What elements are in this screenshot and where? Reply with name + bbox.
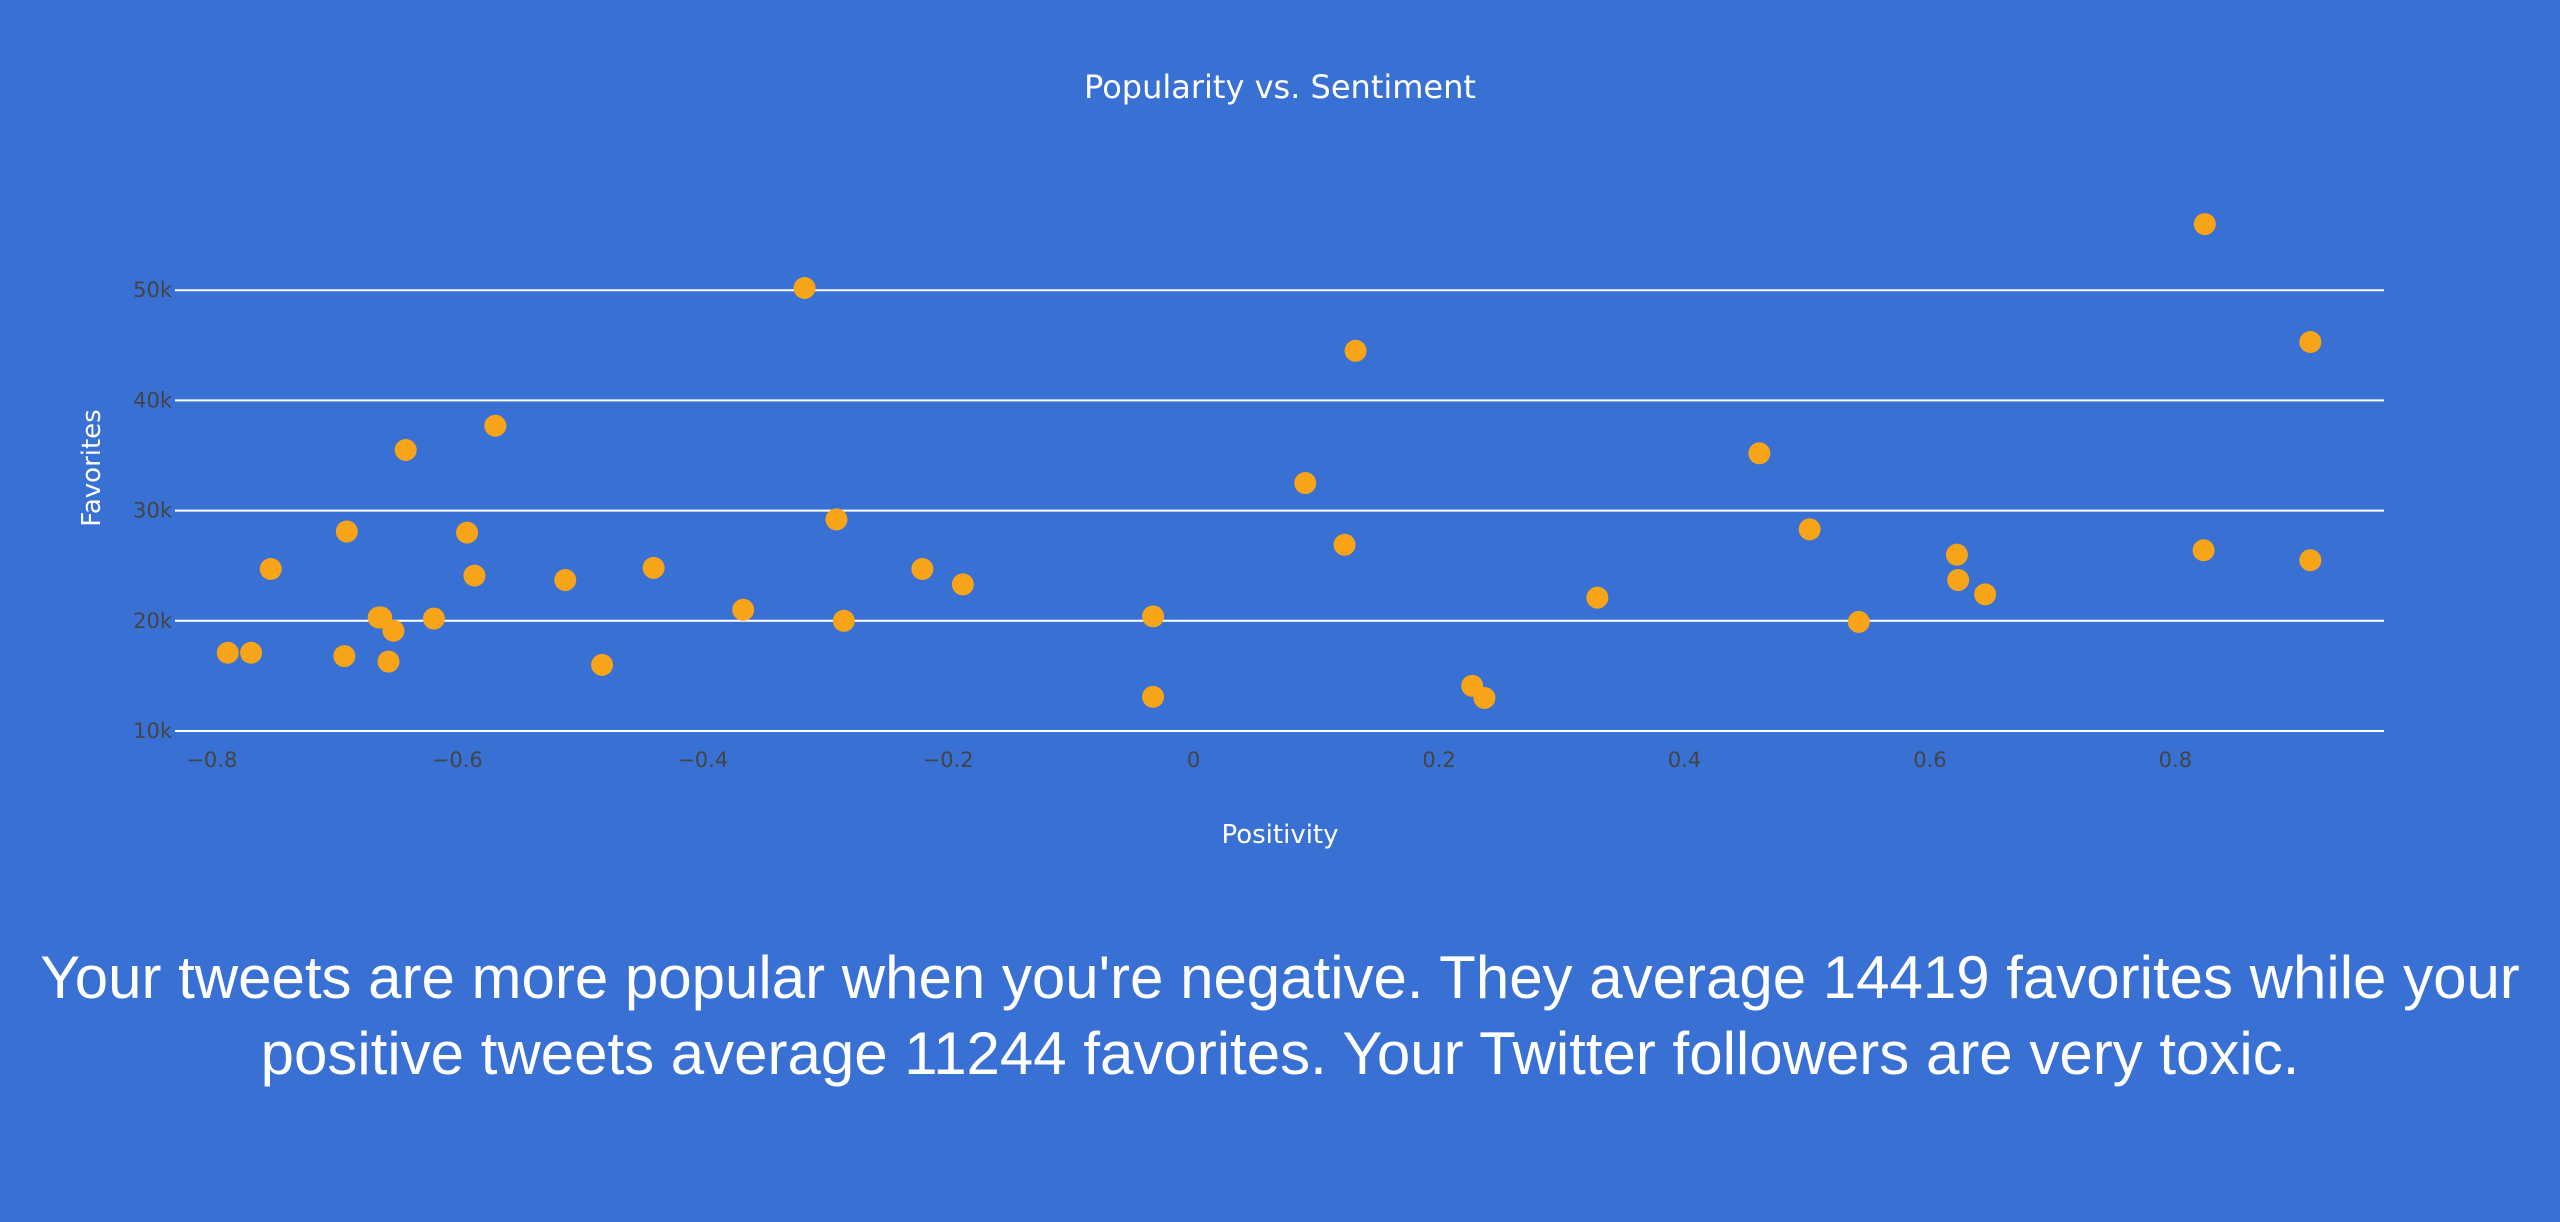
data-point[interactable] <box>2299 330 2322 353</box>
data-point[interactable] <box>825 508 848 531</box>
data-point[interactable] <box>377 650 400 673</box>
chart-title: Popularity vs. Sentiment <box>1084 68 1476 106</box>
data-point[interactable] <box>456 521 479 544</box>
data-point[interactable] <box>1798 518 1821 541</box>
data-point[interactable] <box>394 438 417 461</box>
y-gridlines <box>175 289 2384 732</box>
y-tick-labels: 10k 20k 30k 40k 50k <box>133 278 173 743</box>
data-point[interactable] <box>1945 543 1968 566</box>
data-points <box>216 213 2322 709</box>
y-tick-label: 50k <box>133 278 173 302</box>
x-tick-label: 0 <box>1187 748 1200 772</box>
scatter-chart: Popularity vs. Sentiment 10k 20k 30k 40k 50k… <box>77 68 2384 850</box>
data-point[interactable] <box>554 569 577 592</box>
data-point[interactable] <box>1142 605 1165 628</box>
data-point[interactable] <box>1473 686 1496 709</box>
x-tick-label: 0.4 <box>1668 748 1701 772</box>
data-point[interactable] <box>2192 539 2215 562</box>
summary-text: Your tweets are more popular when you're… <box>40 944 2520 1087</box>
data-point[interactable] <box>1294 472 1317 495</box>
x-tick-label: 0.2 <box>1422 748 1455 772</box>
x-tick-label: 0.6 <box>1913 748 1946 772</box>
x-tick-label: −0.2 <box>923 748 974 772</box>
data-point[interactable] <box>1333 533 1356 556</box>
y-axis-title: Favorites <box>77 409 107 526</box>
data-point[interactable] <box>484 414 507 437</box>
data-point[interactable] <box>1947 569 1970 592</box>
data-point[interactable] <box>1974 583 1997 606</box>
x-tick-label: −0.6 <box>432 748 483 772</box>
y-tick-label: 40k <box>133 388 173 412</box>
data-point[interactable] <box>382 619 405 642</box>
data-point[interactable] <box>240 641 263 664</box>
x-axis-title: Positivity <box>1221 820 1338 850</box>
y-tick-label: 20k <box>133 609 173 633</box>
data-point[interactable] <box>1847 610 1870 633</box>
data-point[interactable] <box>259 558 282 581</box>
data-point[interactable] <box>1142 685 1165 708</box>
data-point[interactable] <box>216 641 239 664</box>
data-point[interactable] <box>335 520 358 543</box>
x-tick-labels: −0.8 −0.6 −0.4 −0.2 0 0.2 0.4 0.6 0.8 <box>186 748 2192 772</box>
data-point[interactable] <box>463 564 486 587</box>
data-point[interactable] <box>422 607 445 630</box>
data-point[interactable] <box>642 556 665 579</box>
data-point[interactable] <box>793 276 816 299</box>
x-tick-label: 0.8 <box>2159 748 2192 772</box>
y-tick-label: 10k <box>133 719 173 743</box>
data-point[interactable] <box>1748 442 1771 465</box>
data-point[interactable] <box>2299 549 2322 572</box>
data-point[interactable] <box>1344 339 1367 362</box>
data-point[interactable] <box>1586 586 1609 609</box>
data-point[interactable] <box>2193 213 2216 236</box>
x-tick-label: −0.8 <box>186 748 237 772</box>
data-point[interactable] <box>732 598 755 621</box>
data-point[interactable] <box>832 609 855 632</box>
data-point[interactable] <box>333 645 356 668</box>
data-point[interactable] <box>591 653 614 676</box>
y-tick-label: 30k <box>133 499 173 523</box>
x-tick-label: −0.4 <box>677 748 728 772</box>
data-point[interactable] <box>951 573 974 596</box>
data-point[interactable] <box>911 558 934 581</box>
